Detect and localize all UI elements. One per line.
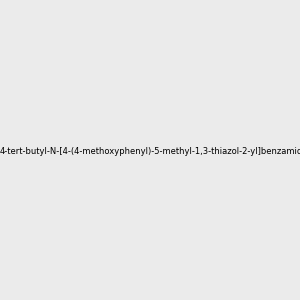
Text: 4-tert-butyl-N-[4-(4-methoxyphenyl)-5-methyl-1,3-thiazol-2-yl]benzamide: 4-tert-butyl-N-[4-(4-methoxyphenyl)-5-me…	[0, 147, 300, 156]
